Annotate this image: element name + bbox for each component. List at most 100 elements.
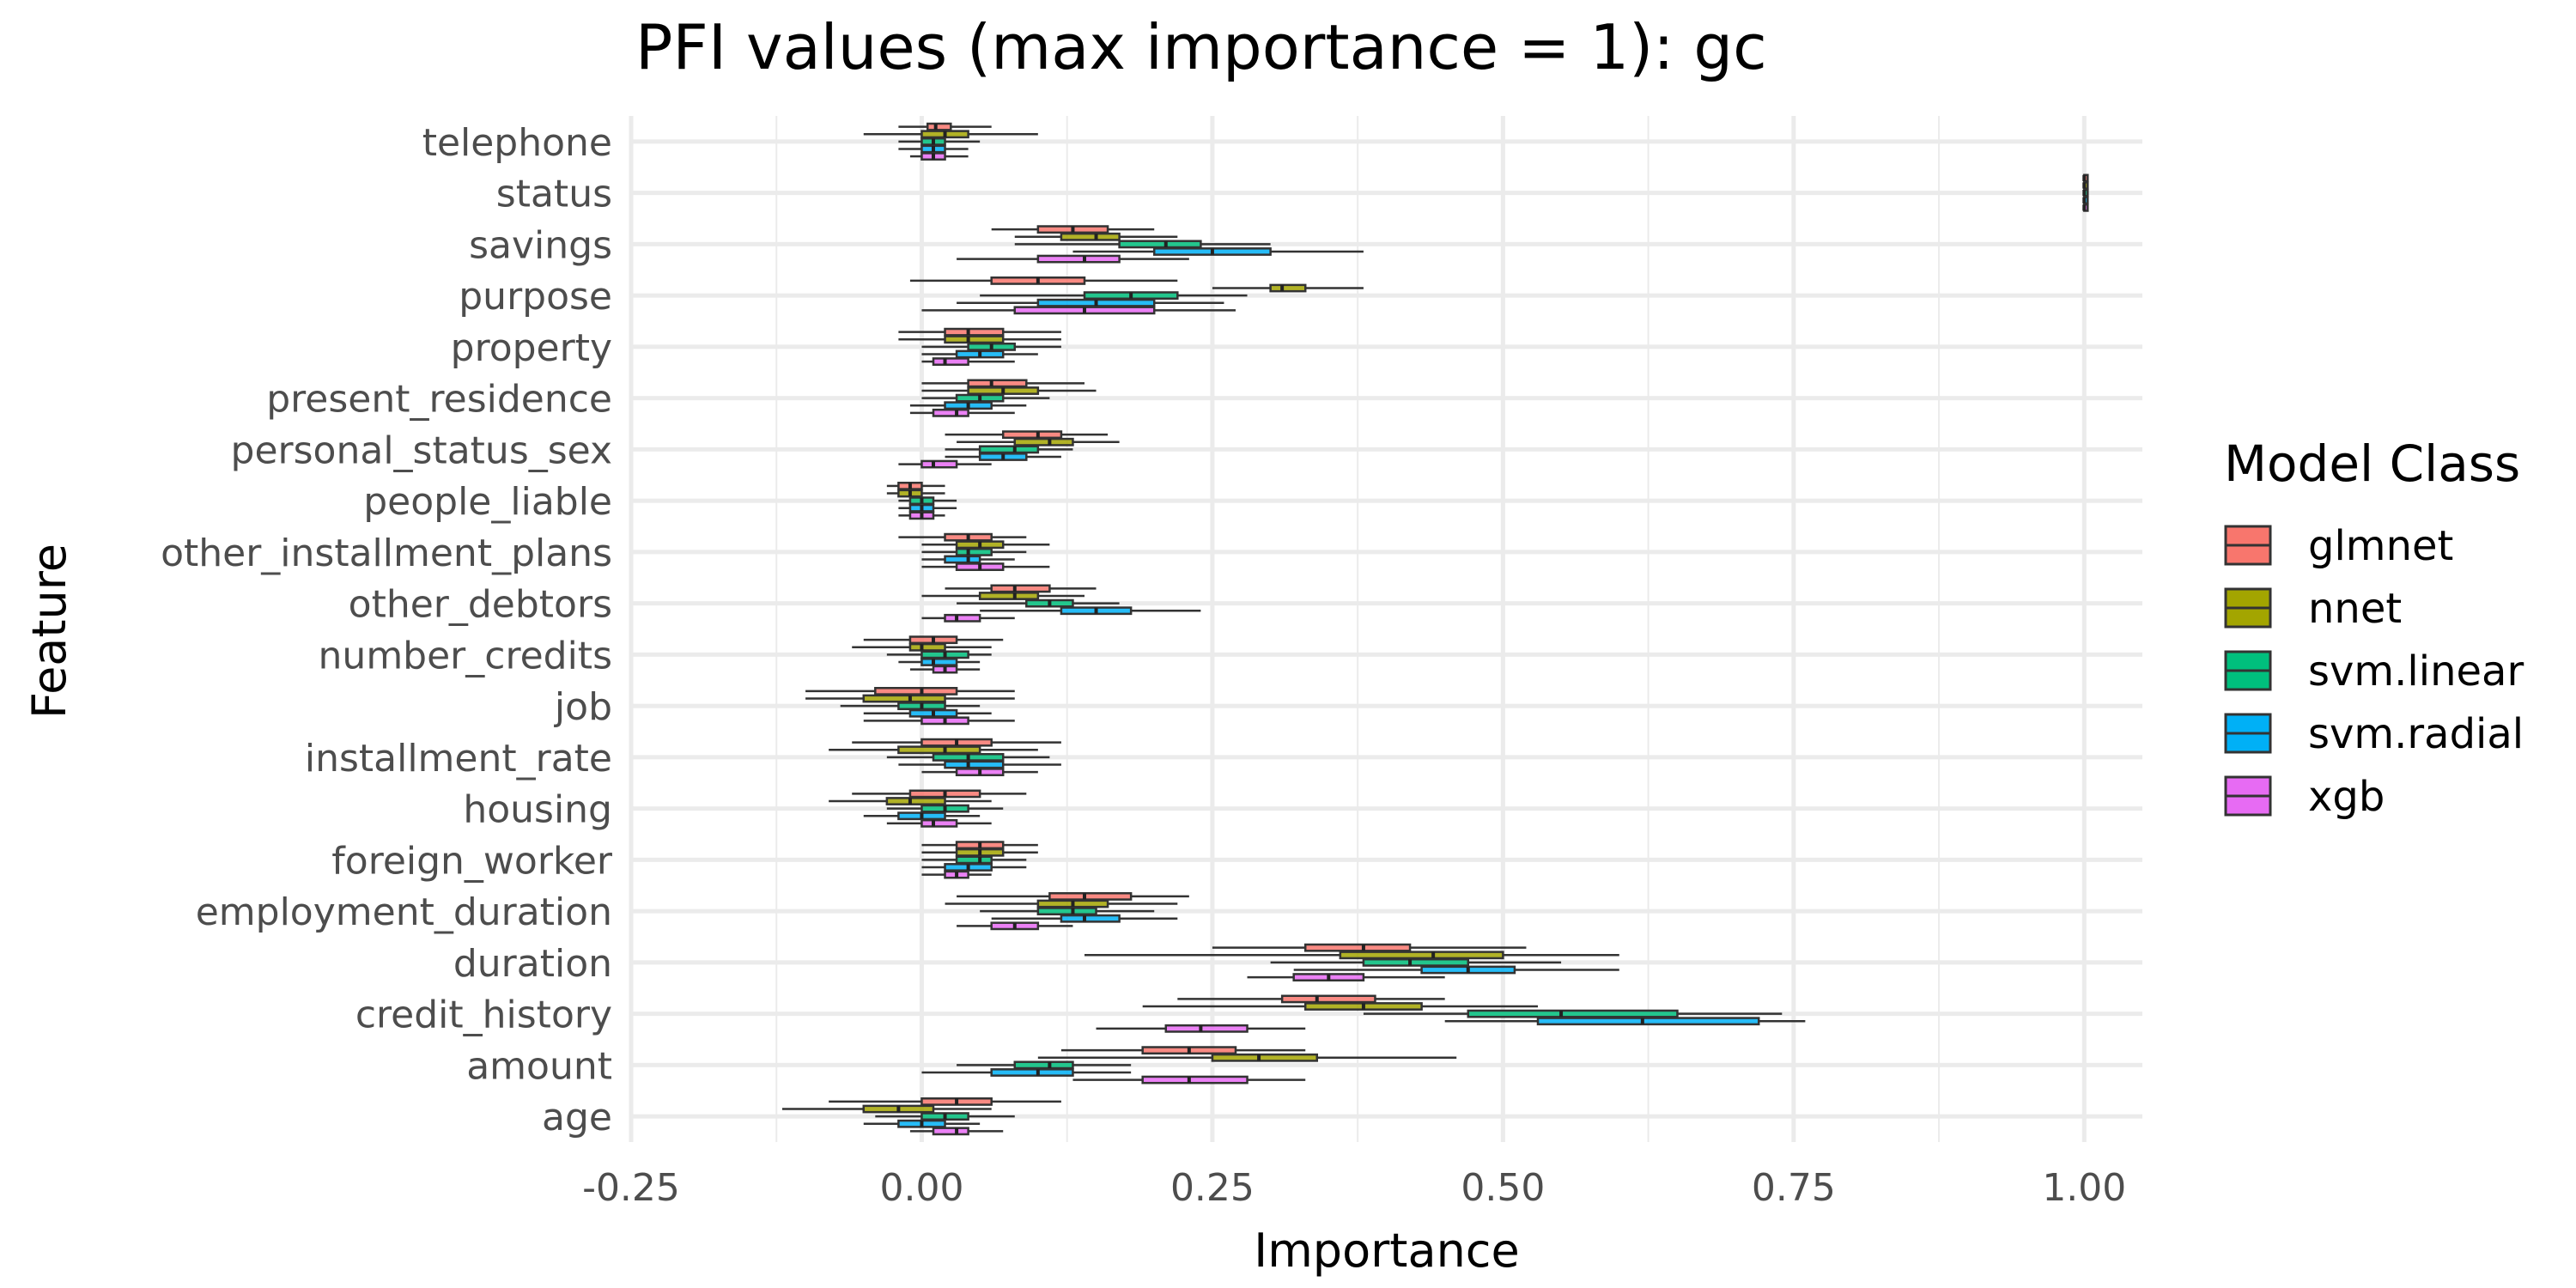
box-nnet	[957, 437, 1120, 447]
box-nnet	[829, 745, 1038, 755]
box-svm.linear	[921, 855, 1027, 865]
box-svm.linear	[1363, 1009, 1783, 1018]
x-axis-title: Importance	[1254, 1224, 1519, 1278]
box-glmnet	[2082, 173, 2089, 183]
box-glmnet	[957, 892, 1189, 901]
box-glmnet	[863, 635, 1004, 645]
box-xgb	[921, 768, 1038, 776]
box-svm.radial	[898, 144, 969, 154]
iqr-box	[1362, 957, 1470, 967]
iqr-box	[1118, 240, 1202, 249]
box-nnet	[852, 642, 992, 652]
legend-label: xgb	[2308, 773, 2385, 821]
box-xgb	[909, 665, 981, 674]
y-tick-label: duration	[453, 942, 612, 986]
iqr-box	[944, 327, 1005, 337]
y-tick-label: foreign_worker	[331, 839, 613, 883]
iqr-box	[1269, 283, 1307, 293]
box-xgb	[909, 408, 1015, 417]
box-glmnet	[852, 738, 1061, 747]
iqr-box	[1060, 914, 1121, 923]
y-tick-label: number_credits	[319, 634, 612, 677]
iqr-box	[1467, 1009, 1679, 1018]
box-svm.linear	[886, 650, 992, 659]
box-glmnet	[898, 532, 1027, 542]
x-tick-label: 1.00	[2042, 1166, 2126, 1210]
box-xgb	[921, 357, 1015, 366]
legend-item: glmnet	[2224, 522, 2453, 570]
y-tick-label: job	[554, 685, 612, 729]
box-nnet	[921, 848, 1038, 857]
box-svm.radial	[921, 349, 1038, 359]
iqr-box	[932, 1127, 969, 1136]
iqr-box	[1280, 994, 1376, 1004]
box-svm.linear	[898, 137, 981, 146]
iqr-box	[1303, 943, 1412, 952]
iqr-box	[932, 357, 969, 366]
plot-marks	[782, 122, 2089, 1136]
box-xgb	[898, 459, 992, 469]
box-svm.linear	[2082, 188, 2089, 197]
chart-title: PFI values (max importance = 1): gc	[635, 11, 1767, 83]
box-nnet	[1037, 1053, 1457, 1062]
box-nnet	[863, 130, 1038, 139]
box-glmnet	[898, 327, 1061, 337]
iqr-box	[1141, 1075, 1249, 1084]
box-glmnet	[852, 789, 1027, 799]
legend: Model Class glmnet nnet svm.linear svm.radi…	[2224, 434, 2524, 821]
iqr-box	[944, 335, 1005, 344]
box-nnet	[921, 592, 1084, 600]
iqr-box	[1036, 254, 1121, 264]
box-svm.radial	[909, 401, 1027, 410]
box-svm.linear	[980, 907, 1155, 916]
legend-label: glmnet	[2308, 522, 2453, 570]
box-nnet	[1014, 232, 1178, 241]
box-svm.radial	[945, 453, 1061, 461]
iqr-box	[926, 122, 952, 131]
box-glmnet	[921, 379, 1084, 388]
y-tick-label: employment_duration	[196, 890, 612, 934]
iqr-box	[990, 584, 1051, 593]
legend-item: svm.linear	[2224, 647, 2524, 696]
box-glmnet	[805, 687, 1015, 696]
iqr-box	[1060, 232, 1121, 241]
iqr-box	[862, 694, 946, 703]
box-svm.radial	[921, 863, 1027, 872]
y-tick-label: installment_rate	[305, 737, 612, 781]
box-svm.linear	[886, 752, 1050, 762]
iqr-box	[1536, 1017, 1760, 1026]
box-svm.radial	[921, 1068, 1132, 1077]
box-nnet	[2082, 181, 2089, 190]
iqr-box	[885, 797, 946, 805]
box-xgb	[886, 818, 992, 828]
box-svm.linear	[945, 445, 1073, 454]
iqr-box	[944, 760, 1005, 769]
box-svm.linear	[898, 496, 957, 506]
y-tick-label: amount	[466, 1044, 612, 1088]
box-glmnet	[829, 1097, 1061, 1106]
box-glmnet	[945, 584, 1097, 593]
legend-title: Model Class	[2224, 434, 2520, 493]
box-nnet	[1142, 1002, 1538, 1011]
iqr-box	[874, 687, 958, 696]
box-glmnet	[1060, 1046, 1306, 1055]
box-svm.linear	[921, 342, 1061, 351]
box-svm.linear	[1270, 957, 1562, 967]
y-tick-label: purpose	[459, 275, 612, 319]
box-glmnet	[1212, 943, 1527, 952]
box-nnet	[782, 1104, 992, 1114]
x-tick-label: -0.25	[582, 1166, 680, 1210]
box-svm.linear	[980, 291, 1248, 301]
y-tick-label: other_installment_plans	[161, 532, 612, 575]
legend-item: nnet	[2224, 585, 2402, 633]
iqr-box	[932, 408, 969, 417]
grid	[629, 116, 2142, 1142]
box-glmnet	[921, 841, 1038, 850]
box-nnet	[921, 386, 1097, 395]
box-nnet	[805, 694, 1015, 703]
y-tick-label: credit_history	[355, 993, 612, 1037]
iqr-box	[920, 658, 958, 666]
y-tick-label: savings	[469, 223, 612, 267]
x-tick-label: 0.25	[1170, 1166, 1255, 1210]
box-svm.linear	[886, 804, 1004, 813]
